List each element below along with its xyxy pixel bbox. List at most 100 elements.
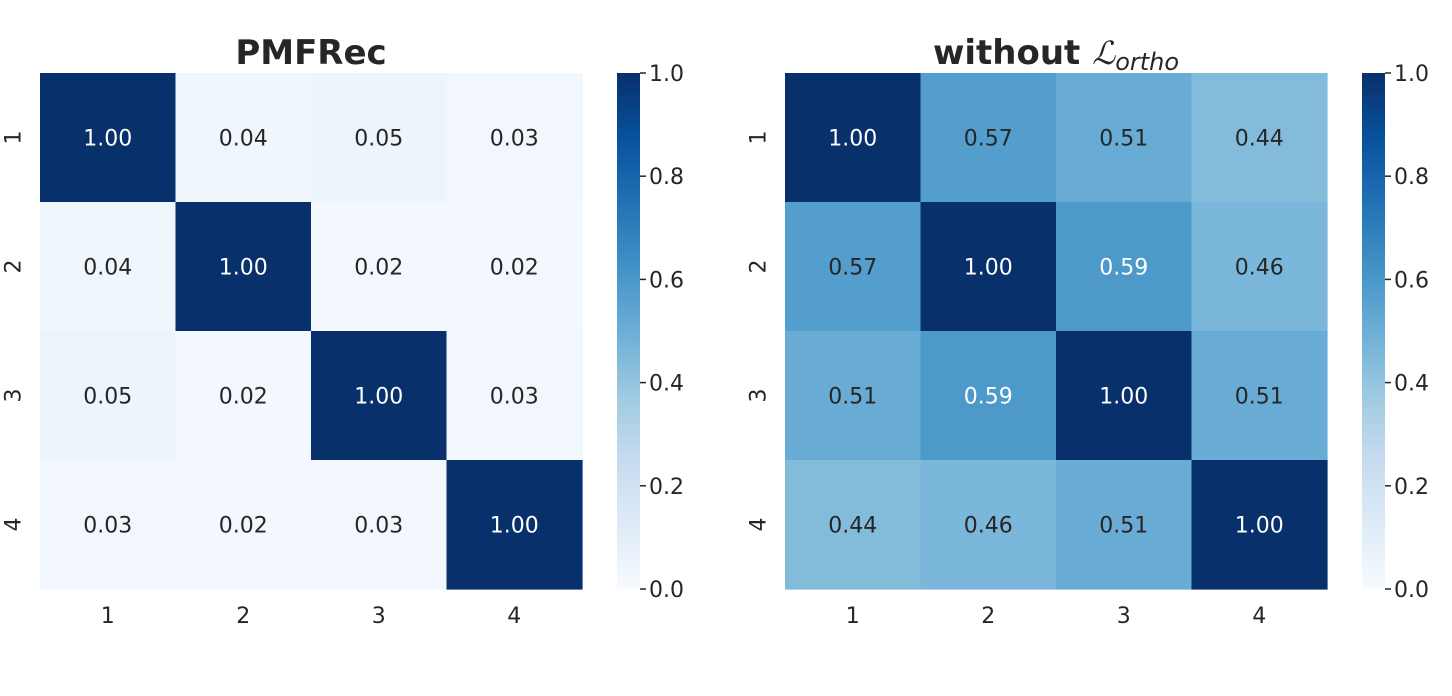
cell-label: 1.00	[219, 256, 268, 281]
colorbar-gradient	[617, 73, 640, 589]
cell-label: 0.46	[1235, 256, 1284, 281]
cell-label: 0.59	[964, 385, 1013, 410]
heatmap-cell	[1056, 460, 1193, 590]
cell-label: 0.44	[1235, 127, 1284, 152]
cell-label: 0.59	[1099, 256, 1148, 281]
colorbar-tick-label: 0.8	[649, 165, 684, 190]
colorbar-tick-label: 0.4	[1394, 372, 1429, 397]
heatmap-cell	[446, 331, 583, 461]
cell-label: 0.46	[964, 514, 1013, 539]
cell-label: 1.00	[1235, 514, 1284, 539]
heatmap-cell	[1191, 331, 1328, 461]
colorbar: 0.0 0.2 0.4 0.6 0.8 1.0	[617, 62, 684, 603]
heatmap-cells: 1.00 0.57 0.51 0.44 0.57 1.00 0.59 0.46 0.51 0.59…	[785, 73, 1328, 590]
colorbar-tick-label: 0.4	[649, 372, 684, 397]
y-tick-label: 1	[747, 131, 772, 145]
y-tick-label: 4	[747, 518, 772, 532]
colorbar-tick-label: 0.8	[1394, 165, 1429, 190]
heatmap-cell	[1056, 331, 1193, 461]
heatmap-cell	[446, 73, 583, 203]
chart-title-math: ℒ	[1092, 34, 1116, 72]
heatmap-cell	[785, 202, 922, 332]
heatmap-cell	[40, 331, 177, 461]
y-tick-label: 3	[2, 389, 27, 403]
heatmap-cell	[446, 202, 583, 332]
x-tick-label: 1	[101, 604, 115, 629]
heatmap-cell	[785, 73, 922, 203]
cell-label: 0.05	[354, 127, 403, 152]
heatmap-cell	[920, 331, 1057, 461]
y-axis-ticks: 1 2 3 4	[747, 131, 772, 532]
cell-label: 0.04	[219, 127, 268, 152]
heatmap-cell	[40, 73, 177, 203]
x-axis-ticks: 1 2 3 4	[101, 604, 522, 629]
cell-label: 0.05	[83, 385, 132, 410]
heatmap-cell	[920, 73, 1057, 203]
heatmap-cell	[311, 460, 448, 590]
cell-label: 0.02	[490, 256, 539, 281]
heatmap-cell	[311, 73, 448, 203]
cell-label: 1.00	[354, 385, 403, 410]
heatmap-cell	[175, 331, 312, 461]
colorbar-tick-label: 0.6	[649, 268, 684, 293]
cell-label: 0.02	[219, 385, 268, 410]
colorbar-tick-label: 0.0	[649, 578, 684, 603]
heatmap-cell	[920, 460, 1057, 590]
x-axis-ticks: 1 2 3 4	[846, 604, 1267, 629]
cell-label: 0.44	[828, 514, 877, 539]
y-axis-ticks: 1 2 3 4	[2, 131, 27, 532]
cell-label: 0.03	[490, 385, 539, 410]
heatmap-cell	[1056, 73, 1193, 203]
heatmap-cell	[785, 331, 922, 461]
colorbar-tick-label: 1.0	[1394, 62, 1429, 87]
cell-label: 1.00	[828, 127, 877, 152]
cell-label: 0.03	[83, 514, 132, 539]
heatmap-panel-pmfrec: PMFRec 1.00 0.04 0.05 0.030.04 1.00 0.02 0.020…	[2, 33, 685, 629]
cell-label: 0.02	[219, 514, 268, 539]
cell-label: 1.00	[1099, 385, 1148, 410]
cell-label: 0.57	[828, 256, 877, 281]
heatmap-cell	[40, 202, 177, 332]
heatmap-cells: 1.00 0.04 0.05 0.03 0.04 1.00 0.02 0.02 0.05 0.02…	[40, 73, 583, 590]
heatmap-panel-without-lortho: without ℒortho 1.00 0.57 0.51 0.440.57 1.00 0…	[747, 33, 1430, 629]
heatmap-cell	[785, 460, 922, 590]
cell-label: 0.57	[964, 127, 1013, 152]
heatmap-cell	[920, 202, 1057, 332]
colorbar-gradient	[1362, 73, 1385, 589]
y-tick-label: 3	[747, 389, 772, 403]
colorbar-tick-label: 0.2	[649, 475, 684, 500]
chart-title-math-sub: ortho	[1115, 48, 1179, 76]
cell-label: 0.03	[490, 127, 539, 152]
cell-label: 0.51	[1099, 127, 1148, 152]
chart-title: without ℒortho	[933, 33, 1179, 76]
colorbar-tick-label: 0.0	[1394, 578, 1429, 603]
x-tick-label: 2	[236, 604, 250, 629]
heatmap-cell	[1191, 202, 1328, 332]
colorbar-tick-label: 1.0	[649, 62, 684, 87]
x-tick-label: 2	[981, 604, 995, 629]
colorbar-tick-label: 0.2	[1394, 475, 1429, 500]
heatmap-cell	[175, 73, 312, 203]
heatmap-cell	[1056, 202, 1193, 332]
cell-label: 0.51	[828, 385, 877, 410]
x-tick-label: 4	[1252, 604, 1266, 629]
cell-label: 1.00	[490, 514, 539, 539]
colorbar: 0.0 0.2 0.4 0.6 0.8 1.0	[1362, 62, 1429, 603]
cell-label: 0.51	[1099, 514, 1148, 539]
heatmap-cell	[446, 460, 583, 590]
cell-label: 0.02	[354, 256, 403, 281]
x-tick-label: 1	[846, 604, 860, 629]
chart-title-text: without	[933, 33, 1092, 73]
x-tick-label: 3	[372, 604, 386, 629]
heatmap-cell	[175, 460, 312, 590]
y-tick-label: 4	[2, 518, 27, 532]
cell-label: 0.04	[83, 256, 132, 281]
y-tick-label: 1	[2, 131, 27, 145]
x-tick-label: 3	[1117, 604, 1131, 629]
cell-label: 0.03	[354, 514, 403, 539]
cell-label: 1.00	[83, 127, 132, 152]
heatmap-cell	[1191, 460, 1328, 590]
y-tick-label: 2	[747, 260, 772, 274]
colorbar-tick-label: 0.6	[1394, 268, 1429, 293]
